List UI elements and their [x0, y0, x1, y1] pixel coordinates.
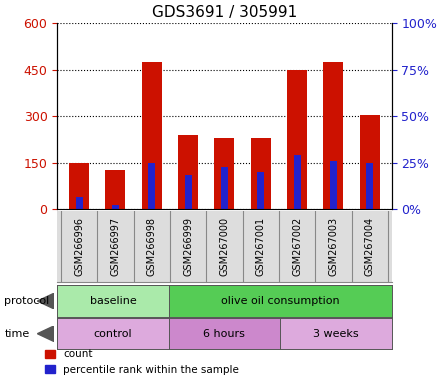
Bar: [221, 167, 228, 209]
Text: GSM266996: GSM266996: [74, 217, 84, 276]
Bar: [184, 175, 191, 209]
Text: 3 weeks: 3 weeks: [313, 329, 359, 339]
Legend: count, percentile rank within the sample: count, percentile rank within the sample: [40, 345, 243, 379]
Title: GDS3691 / 305991: GDS3691 / 305991: [152, 5, 297, 20]
Bar: [287, 70, 307, 209]
Text: baseline: baseline: [90, 296, 136, 306]
Text: GSM266998: GSM266998: [147, 217, 157, 276]
Bar: [360, 114, 380, 209]
Text: GSM266997: GSM266997: [110, 217, 121, 276]
Bar: [214, 138, 235, 209]
Text: GSM267004: GSM267004: [365, 217, 375, 276]
Bar: [76, 197, 83, 209]
Bar: [178, 135, 198, 209]
Bar: [69, 163, 89, 209]
Text: 6 hours: 6 hours: [203, 329, 246, 339]
Bar: [251, 138, 271, 209]
Bar: [105, 170, 125, 209]
Bar: [142, 62, 162, 209]
Text: GSM267003: GSM267003: [328, 217, 338, 276]
Text: GSM266999: GSM266999: [183, 217, 193, 276]
Text: GSM267001: GSM267001: [256, 217, 266, 276]
Text: olive oil consumption: olive oil consumption: [221, 296, 339, 306]
Polygon shape: [37, 326, 54, 342]
Bar: [112, 205, 119, 209]
Text: control: control: [94, 329, 132, 339]
Bar: [366, 163, 373, 209]
Polygon shape: [37, 293, 54, 309]
Text: GSM267000: GSM267000: [220, 217, 229, 276]
Text: time: time: [4, 329, 29, 339]
Text: GSM267002: GSM267002: [292, 217, 302, 276]
Bar: [257, 172, 264, 209]
Bar: [148, 163, 155, 209]
Bar: [293, 155, 301, 209]
Bar: [323, 62, 344, 209]
Bar: [330, 161, 337, 209]
Text: protocol: protocol: [4, 296, 50, 306]
